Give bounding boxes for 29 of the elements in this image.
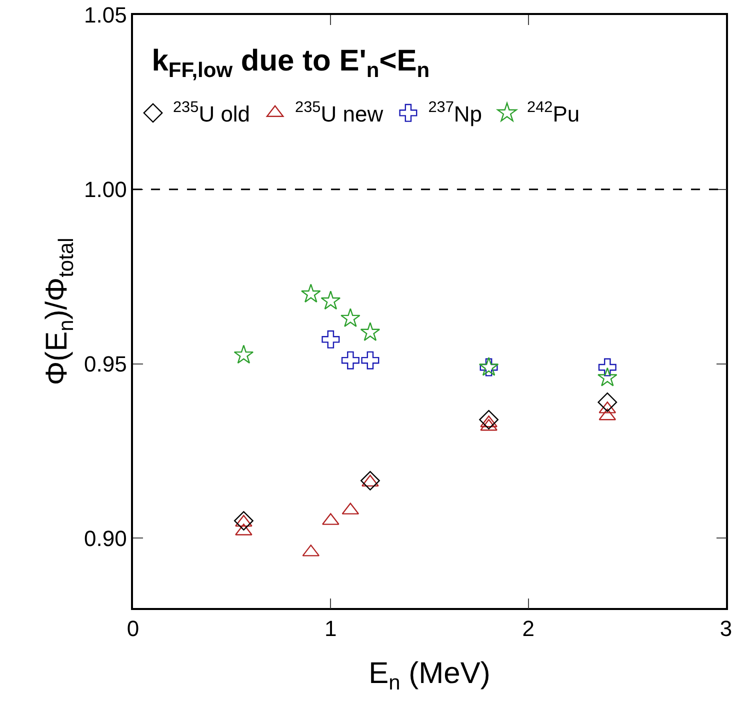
x-axis-title: E$_{n}$ (MeV)	[368, 657, 490, 694]
legend-label: $^{235}$U new	[295, 99, 384, 126]
point	[598, 358, 616, 376]
point	[235, 514, 252, 527]
point	[597, 367, 618, 386]
point	[360, 470, 380, 490]
point	[340, 308, 360, 328]
point	[598, 392, 618, 412]
point	[234, 344, 254, 364]
legend-label: $^{235}$U old	[173, 99, 250, 126]
point	[300, 284, 321, 303]
point	[322, 330, 340, 348]
y-tick-label: 1.05	[84, 2, 127, 28]
x-tick-label: 0	[126, 616, 140, 642]
point	[360, 322, 380, 341]
y-tick-label: 0.95	[84, 352, 127, 377]
x-tick-label: 1	[324, 616, 337, 642]
point	[361, 351, 380, 370]
point	[479, 410, 498, 430]
y-tick-label: 0.90	[84, 526, 127, 551]
point	[320, 290, 341, 310]
legend-label: $^{242}$Pu	[527, 99, 580, 126]
point	[341, 351, 360, 370]
legend-label: $^{237}$Np	[428, 99, 482, 126]
x-tick-label: 3	[720, 616, 732, 642]
text: k$_{FF,low}$ due to E'$_{n}$<E$_{n}$	[152, 44, 430, 82]
point	[362, 474, 379, 487]
y-tick-label: 1.00	[84, 177, 127, 202]
x-tick-label: 2	[522, 616, 534, 642]
